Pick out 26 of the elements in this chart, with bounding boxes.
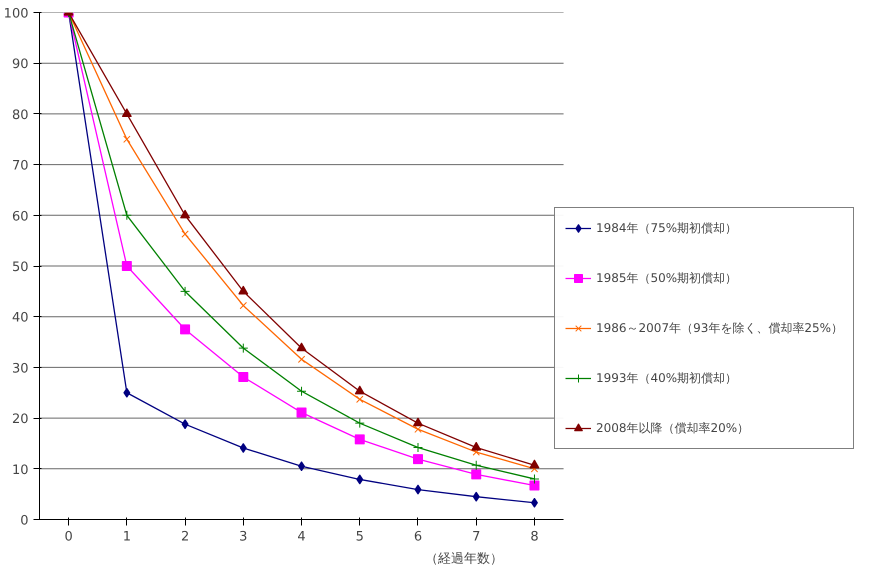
y-tick-label: 100	[4, 6, 29, 22]
y-tick-label: 50	[12, 260, 29, 275]
legend-label: 1985年（50%期初償却）	[596, 270, 738, 286]
x-tick-label: 7	[472, 530, 480, 544]
x-tick-label: 5	[356, 530, 364, 544]
x-tick-label: 4	[297, 530, 306, 544]
x-tick-label: 6	[414, 530, 422, 544]
y-tick-label: 10	[12, 462, 29, 478]
legend-label: 1986～2007年（93年を除く、償却率25%）	[596, 320, 844, 336]
y-tick-label: 20	[12, 412, 29, 428]
x-tick-label: 2	[180, 530, 190, 544]
x-tick-label: 0	[64, 530, 73, 544]
legend-label: 1984年（75%期初償却）	[596, 220, 738, 236]
y-tick-label: 30	[12, 361, 29, 376]
x-tick-label: 8	[530, 530, 539, 544]
legend-label: 2008年以降（償却率20%）	[596, 420, 750, 436]
y-tick-label: 40	[12, 310, 29, 326]
y-tick-label: 70	[12, 158, 29, 174]
y-tick-label: 90	[12, 57, 29, 72]
x-axis-title: （経過年数）	[425, 552, 503, 566]
y-tick-label: 80	[12, 108, 29, 123]
legend-label: 1993年（40%期初償却）	[596, 370, 738, 386]
x-tick-label: 3	[239, 530, 248, 544]
x-tick-label: 1	[122, 530, 131, 544]
y-tick-label: 60	[12, 209, 29, 224]
y-tick-label: 0	[20, 514, 29, 528]
